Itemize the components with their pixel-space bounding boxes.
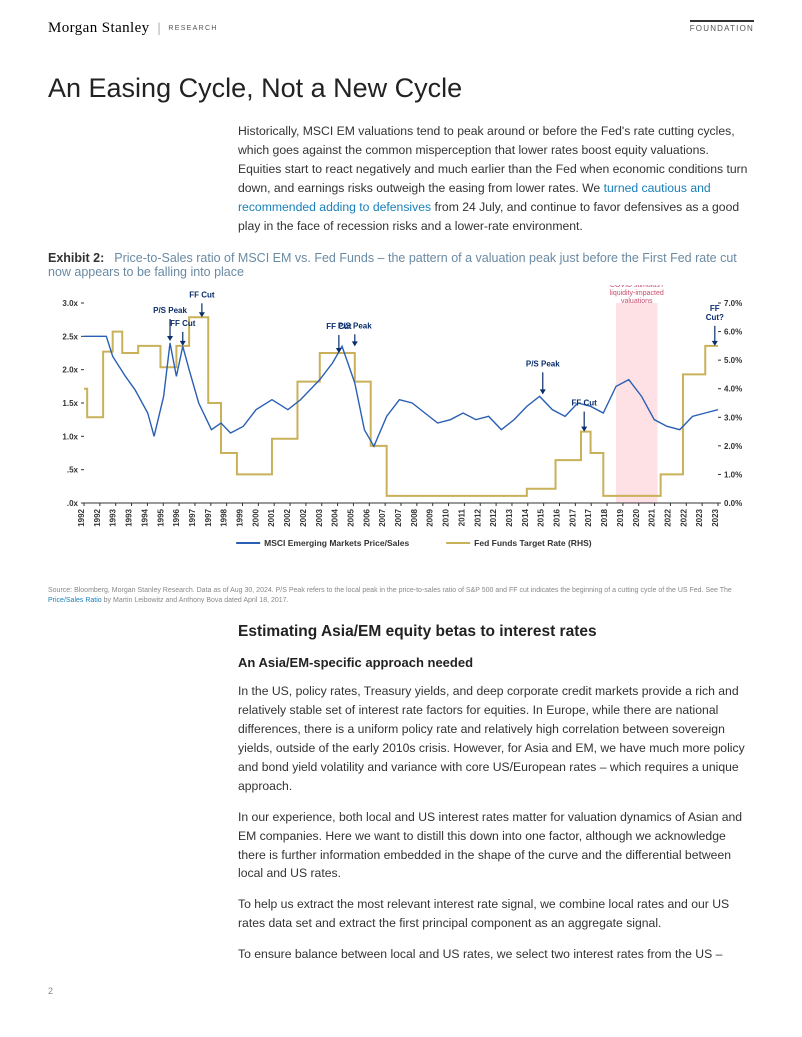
svg-text:2.5x: 2.5x [62,333,78,342]
svg-text:5.0%: 5.0% [724,357,742,366]
svg-text:1999: 1999 [236,509,245,527]
svg-text:2012: 2012 [489,509,498,527]
intro-paragraph: Historically, MSCI EM valuations tend to… [238,122,754,235]
body-para-4: To ensure balance between local and US r… [238,945,754,964]
svg-text:2021: 2021 [648,509,657,527]
svg-text:MSCI Emerging Markets Price/Sa: MSCI Emerging Markets Price/Sales [264,538,409,548]
page-title: An Easing Cycle, Not a New Cycle [48,73,754,104]
body-para-2: In our experience, both local and US int… [238,808,754,884]
foundation-label: FOUNDATION [690,20,754,33]
svg-text:2012: 2012 [473,509,482,527]
svg-text:2017: 2017 [568,509,577,527]
exhibit-caption: Exhibit 2:Price-to-Sales ratio of MSCI E… [48,251,754,279]
svg-text:2009: 2009 [426,509,435,527]
body-para-1: In the US, policy rates, Treasury yields… [238,682,754,795]
svg-text:P/S Peak: P/S Peak [153,306,187,315]
svg-text:2018: 2018 [600,509,609,527]
svg-text:P/S Peak: P/S Peak [526,360,560,369]
svg-text:0.0%: 0.0% [724,499,742,508]
svg-text:1993: 1993 [109,509,118,527]
svg-text:1995: 1995 [156,509,165,527]
svg-text:Fed Funds Target Rate (RHS): Fed Funds Target Rate (RHS) [474,538,592,548]
svg-text:2014: 2014 [521,509,530,527]
svg-text:2.0x: 2.0x [62,366,78,375]
section-heading-betas: Estimating Asia/EM equity betas to inter… [238,623,754,641]
svg-text:2011: 2011 [457,509,466,527]
svg-text:2005: 2005 [346,509,355,527]
svg-text:2019: 2019 [616,509,625,527]
svg-text:2023: 2023 [711,509,720,527]
source-text-a: Source: Bloomberg, Morgan Stanley Resear… [48,587,732,594]
svg-text:2006: 2006 [362,509,371,527]
exhibit-caption-text: Price-to-Sales ratio of MSCI EM vs. Fed … [48,251,737,279]
brand-separator: | [158,21,161,37]
brand-block: Morgan Stanley | RESEARCH [48,20,218,37]
chart-svg: .0x .5x 1.0x 1.5x 2.0x 2.5x 3.0x 0.0% 1.0% 2.0% 3.… [48,285,754,575]
svg-text:1997: 1997 [204,509,213,527]
svg-text:2000: 2000 [251,509,260,527]
brand-sublabel: RESEARCH [168,25,217,32]
svg-text:FF Cut: FF Cut [189,291,215,300]
svg-text:1992: 1992 [77,509,86,527]
svg-text:2023: 2023 [695,509,704,527]
svg-text:.0x: .0x [67,499,79,508]
svg-text:P/S Peak: P/S Peak [338,322,372,331]
exhibit-number: Exhibit 2: [48,251,104,265]
svg-text:2002: 2002 [299,509,308,527]
svg-text:Cut?: Cut? [706,313,724,322]
source-text-b: by Martin Leibowitz and Anthony Bova dat… [102,597,289,604]
svg-text:3.0x: 3.0x [62,299,78,308]
source-note: Source: Bloomberg, Morgan Stanley Resear… [48,586,754,605]
svg-text:1994: 1994 [140,509,149,527]
svg-text:2007: 2007 [378,509,387,527]
svg-text:2008: 2008 [410,509,419,527]
body-para-3: To help us extract the most relevant int… [238,895,754,933]
svg-text:.5x: .5x [67,466,79,475]
page-number: 2 [48,986,754,996]
svg-text:FF Cut: FF Cut [572,399,598,408]
svg-text:liquidity-impacted: liquidity-impacted [610,290,664,297]
svg-text:2017: 2017 [584,509,593,527]
svg-text:COVID stimulus /: COVID stimulus / [610,285,664,289]
svg-text:4.0%: 4.0% [724,385,742,394]
svg-text:1996: 1996 [172,509,181,527]
svg-text:1992: 1992 [93,509,102,527]
svg-text:3.0%: 3.0% [724,414,742,423]
svg-text:1998: 1998 [220,509,229,527]
source-link[interactable]: Price/Sales Ratio [48,597,102,604]
svg-text:2004: 2004 [331,509,340,527]
svg-text:2.0%: 2.0% [724,442,742,451]
subsection-heading-approach: An Asia/EM-specific approach needed [238,655,754,670]
brand-name: Morgan Stanley [48,20,150,37]
svg-text:1.0%: 1.0% [724,471,742,480]
svg-text:2016: 2016 [553,509,562,527]
exhibit-chart: .0x .5x 1.0x 1.5x 2.0x 2.5x 3.0x 0.0% 1.0% 2.0% 3.… [48,285,754,580]
svg-text:1993: 1993 [125,509,134,527]
svg-text:2013: 2013 [505,509,514,527]
svg-text:2007: 2007 [394,509,403,527]
svg-text:2020: 2020 [632,509,641,527]
svg-text:FF Cut: FF Cut [170,319,196,328]
svg-text:7.0%: 7.0% [724,299,742,308]
svg-text:2010: 2010 [442,509,451,527]
svg-text:1.5x: 1.5x [62,399,78,408]
page-header: Morgan Stanley | RESEARCH FOUNDATION [48,20,754,37]
svg-text:2015: 2015 [537,509,546,527]
svg-text:1.0x: 1.0x [62,433,78,442]
svg-text:6.0%: 6.0% [724,328,742,337]
svg-text:2003: 2003 [315,509,324,527]
svg-text:2022: 2022 [663,509,672,527]
svg-text:FF: FF [710,304,720,313]
svg-text:2001: 2001 [267,509,276,527]
svg-text:valuations: valuations [621,298,653,305]
svg-text:2002: 2002 [283,509,292,527]
svg-text:1997: 1997 [188,509,197,527]
svg-text:2022: 2022 [679,509,688,527]
